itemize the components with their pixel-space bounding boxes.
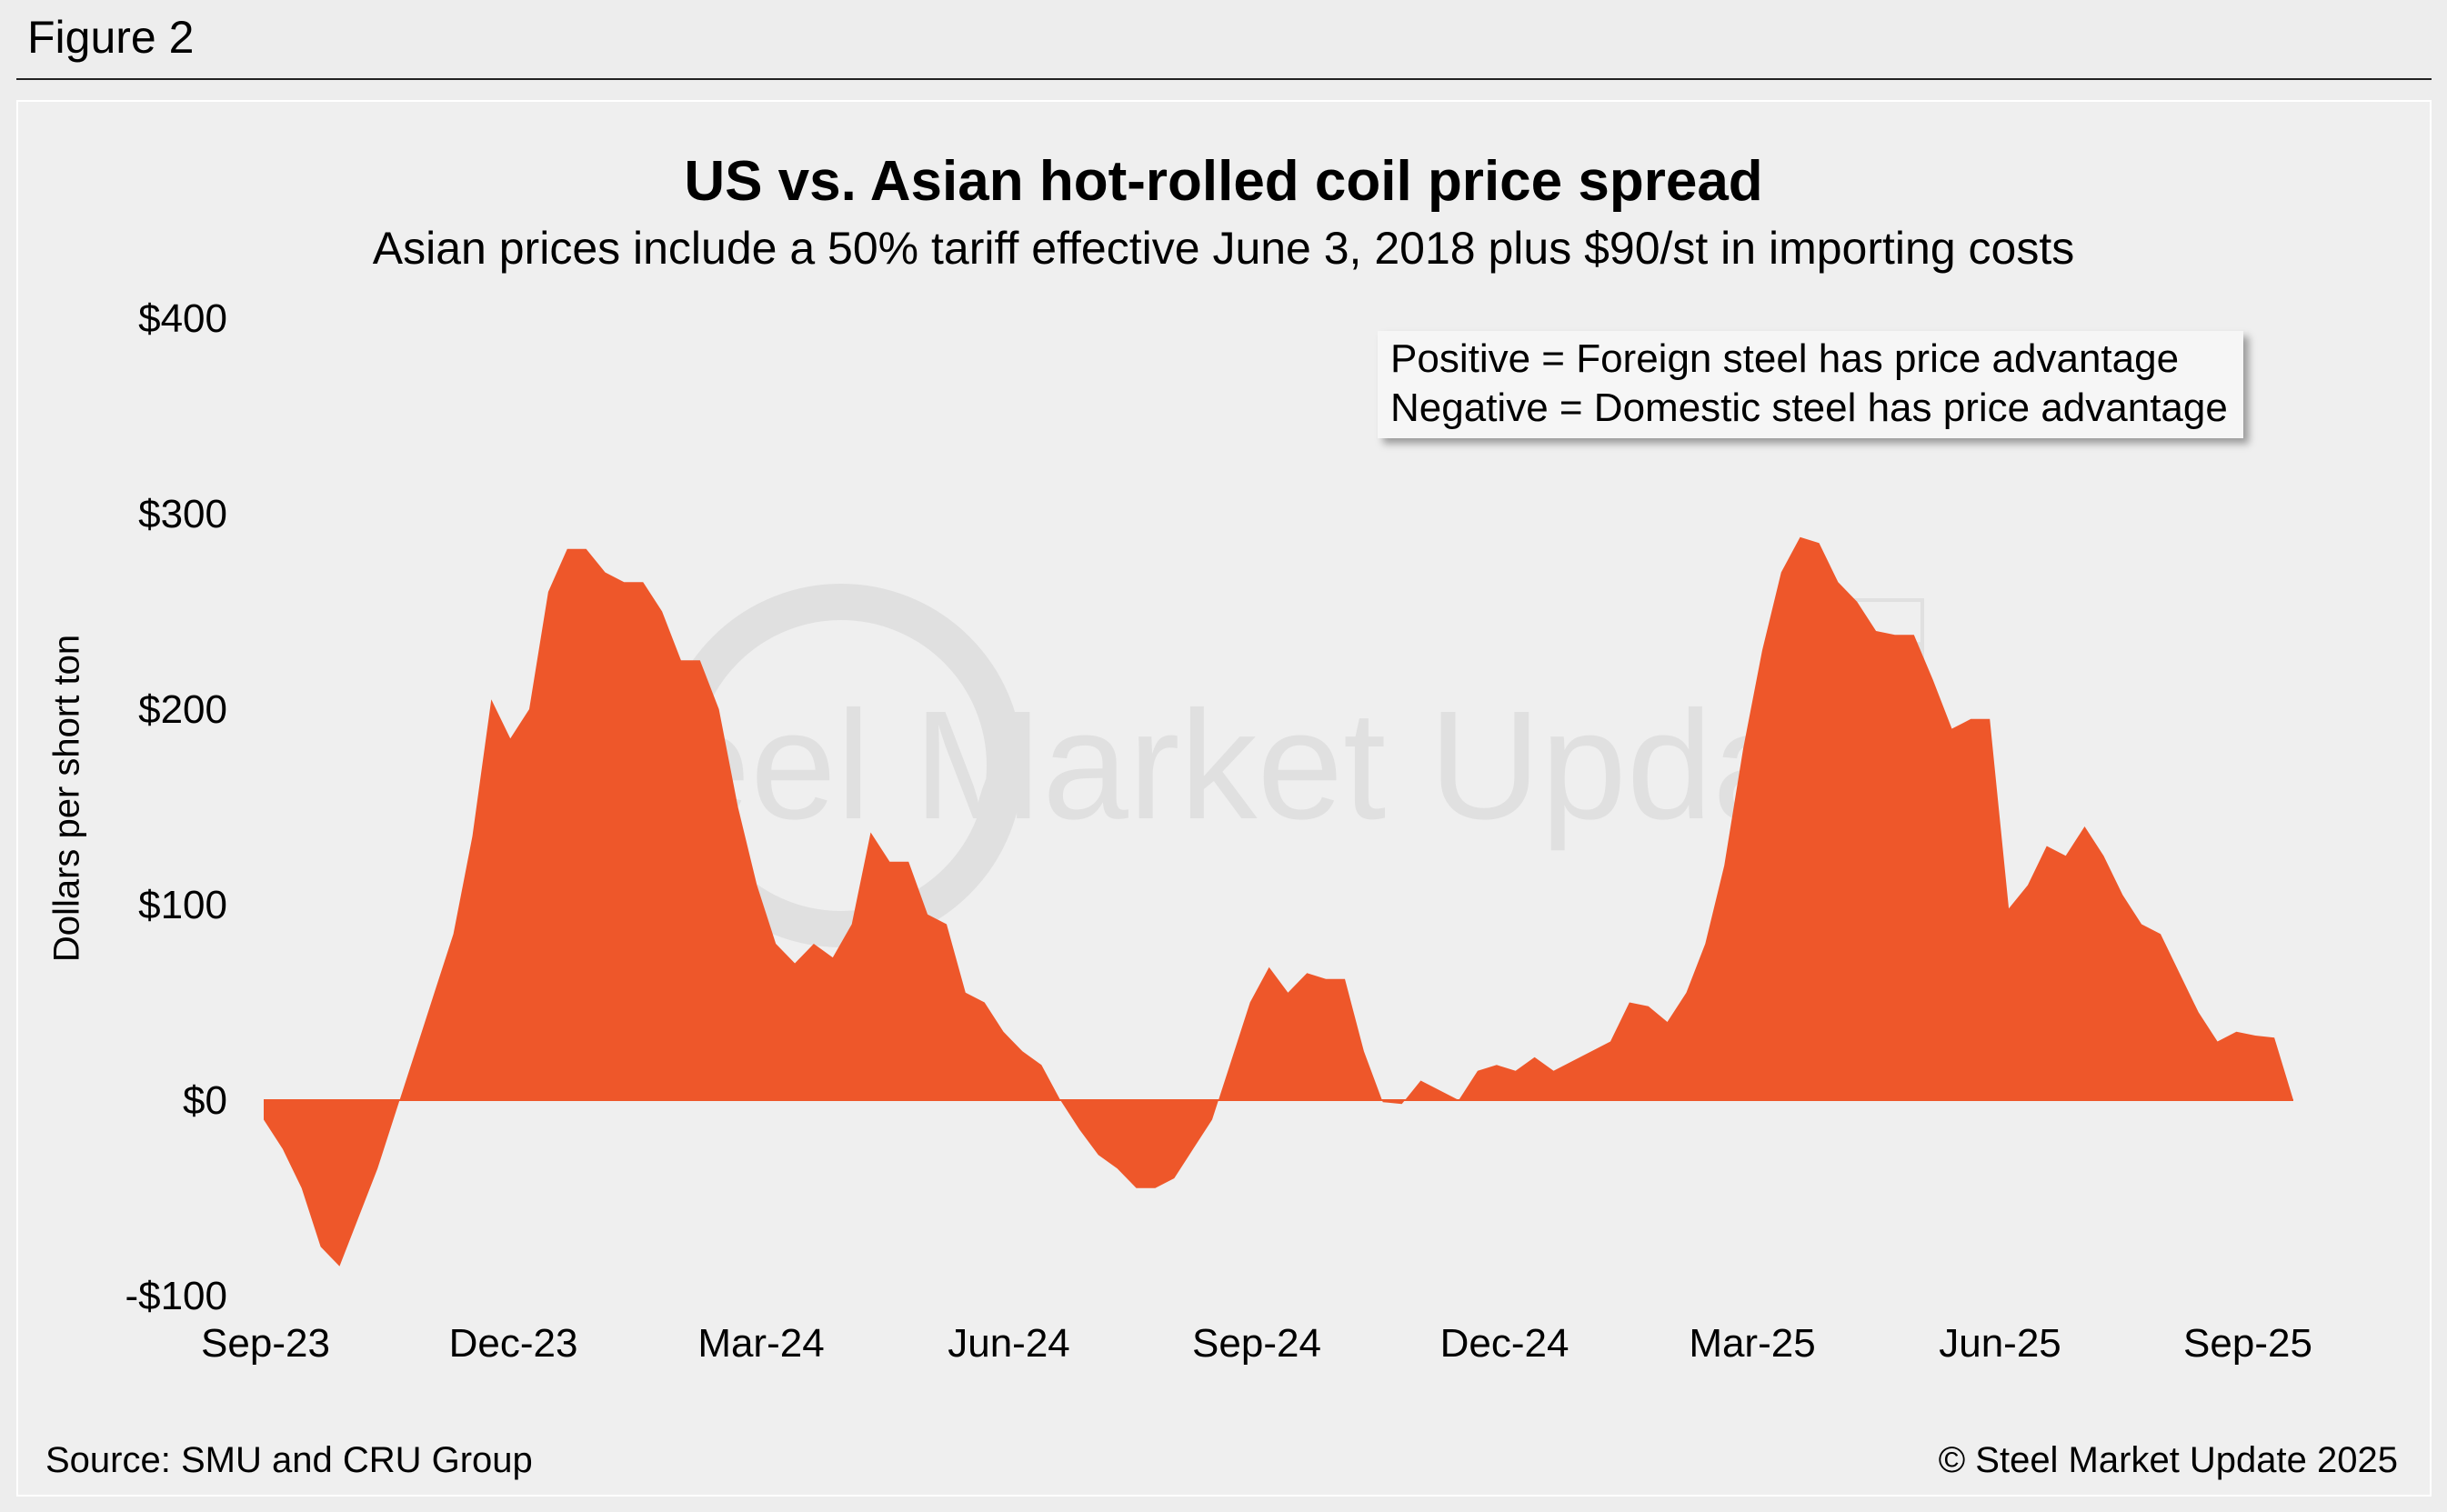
x-tick-label: Jun-25 xyxy=(1939,1321,2061,1366)
x-tick-label: Sep-24 xyxy=(1192,1321,1321,1366)
x-tick-label: Jun-24 xyxy=(948,1321,1070,1366)
y-tick-label: $200 xyxy=(138,687,227,732)
y-axis-ticks: -$100 $0 $100 $200 $300 $400 xyxy=(125,296,227,1318)
watermark-text: Steel Market Update xyxy=(518,679,1928,852)
chart-title: US vs. Asian hot-rolled coil price sprea… xyxy=(684,150,1763,213)
legend-line-negative: Negative = Domestic steel has price adva… xyxy=(1390,386,2228,430)
area-layer xyxy=(264,536,2293,1267)
chart-subtitle: Asian prices include a 50% tariff effect… xyxy=(372,223,2075,274)
x-tick-label: Dec-24 xyxy=(1440,1321,1569,1366)
x-tick-label: Dec-23 xyxy=(449,1321,578,1366)
y-tick-label: $100 xyxy=(138,883,227,927)
figure-divider xyxy=(16,78,2432,80)
spread-area xyxy=(264,536,2293,1267)
x-tick-label: Sep-25 xyxy=(2183,1321,2312,1366)
x-tick-label: Mar-24 xyxy=(697,1321,824,1366)
x-axis-ticks: Sep-23 Dec-23 Mar-24 Jun-24 Sep-24 Dec-24 Mar-… xyxy=(201,1321,2312,1366)
y-tick-label: $300 xyxy=(138,492,227,536)
x-tick-label: Mar-25 xyxy=(1689,1321,1815,1366)
y-tick-label: $0 xyxy=(183,1078,227,1123)
legend-line-positive: Positive = Foreign steel has price advan… xyxy=(1390,336,2180,381)
y-tick-label: -$100 xyxy=(125,1274,227,1318)
legend-note: Positive = Foreign steel has price advan… xyxy=(1378,331,2243,438)
x-tick-label: Sep-23 xyxy=(201,1321,330,1366)
figure-label: Figure 2 xyxy=(27,12,195,63)
copyright-note: © Steel Market Update 2025 xyxy=(1938,1440,2398,1480)
y-tick-label: $400 xyxy=(138,296,227,341)
source-note: Source: SMU and CRU Group xyxy=(45,1440,533,1480)
